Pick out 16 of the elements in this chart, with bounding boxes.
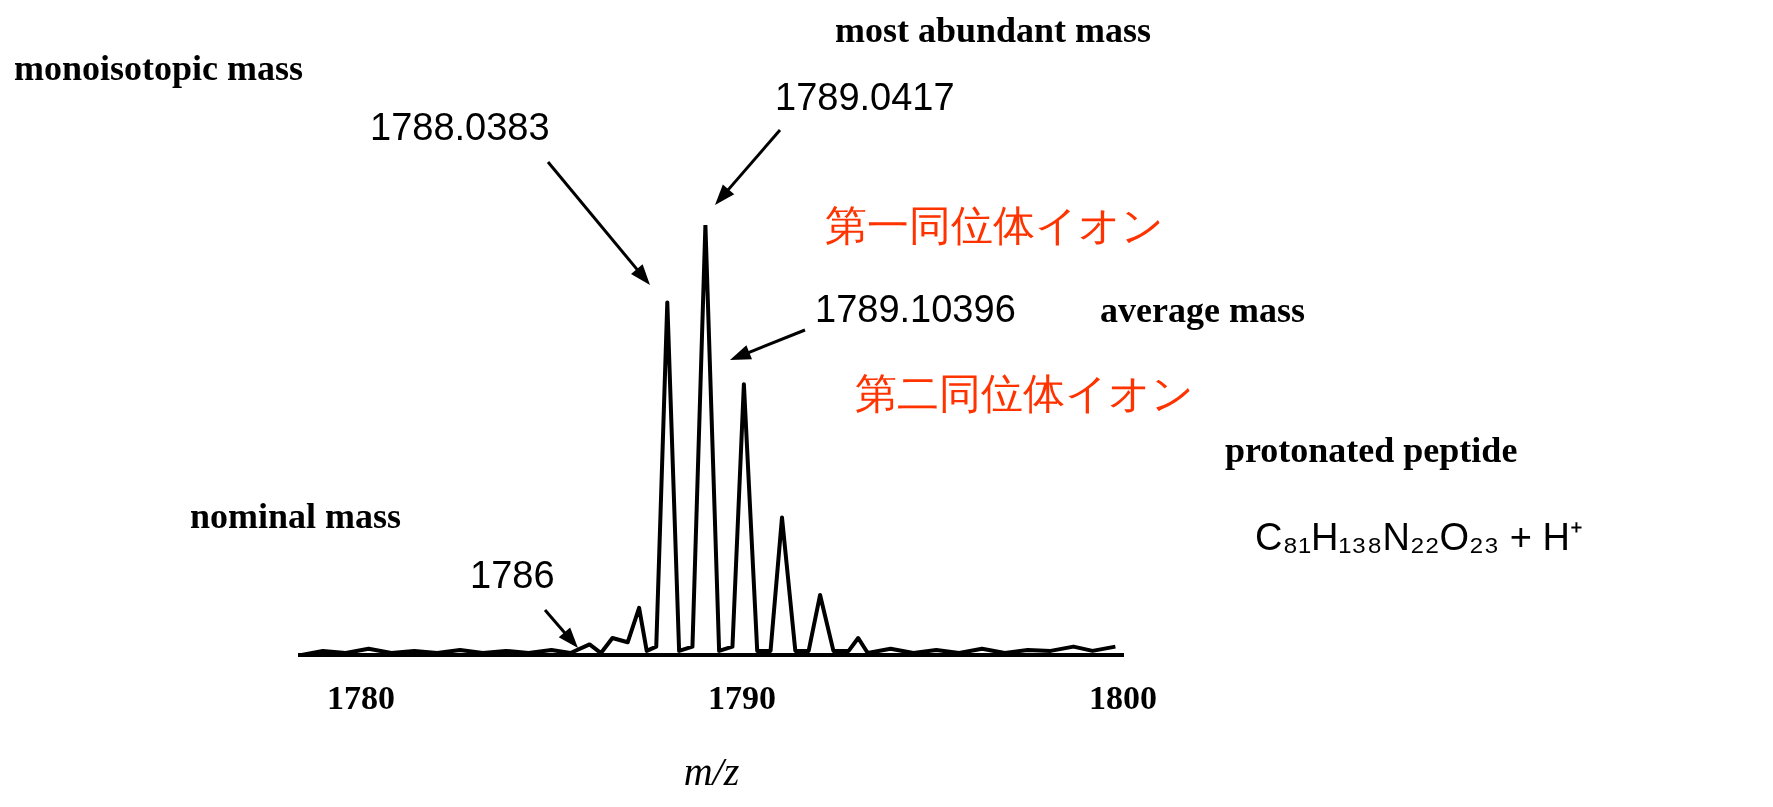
text: most abundant mass: [835, 10, 1152, 50]
annotation: 1789.10396: [815, 288, 1016, 330]
text: monoisotopic mass: [14, 48, 304, 88]
annotation: nominal mass: [190, 496, 402, 536]
annotation: 第一同位体イオン: [825, 201, 1164, 250]
text: protonated peptide: [1225, 430, 1518, 470]
text: 1788.0383: [370, 106, 550, 148]
x-axis-title: m/z: [683, 748, 740, 794]
x-tick-label: 1790: [707, 679, 776, 717]
x-tick-label: 1800: [1089, 679, 1157, 717]
text: 1789.0417: [775, 76, 955, 118]
annotation: 第二同位体イオン: [855, 369, 1194, 418]
annotation: average mass: [1100, 290, 1305, 330]
text: C₈₁H₁₃₈N₂₂O₂₃ + H⁺: [1255, 516, 1583, 558]
x-tick-label: 1780: [326, 679, 395, 717]
annotation: 1786: [470, 554, 555, 596]
